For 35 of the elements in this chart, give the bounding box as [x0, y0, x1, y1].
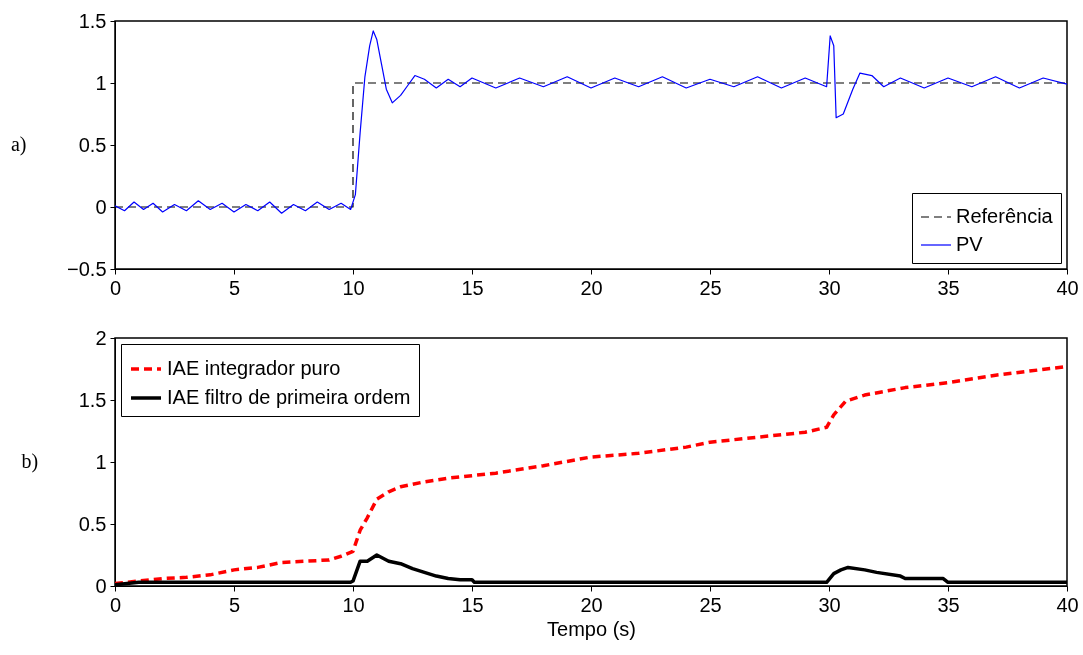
x-tick-label: 10: [342, 593, 365, 616]
y-tick-label: 0: [95, 195, 107, 218]
y-tick-label: 2: [95, 326, 107, 349]
legend-label: PV: [956, 233, 984, 255]
x-tick-label: 20: [580, 276, 603, 299]
x-tick-label: 40: [1056, 593, 1079, 616]
x-tick-label: 20: [580, 593, 603, 616]
y-tick-label: 1: [95, 71, 107, 94]
x-tick-label: 35: [937, 276, 960, 299]
y-tick-label: −0.5: [67, 257, 107, 280]
x-tick-label: 0: [109, 276, 122, 299]
legend-label: IAE integrador puro: [167, 357, 341, 379]
x-tick-label: 30: [818, 276, 841, 299]
x-tick-label: 5: [228, 276, 241, 299]
x-tick-label: 0: [109, 593, 122, 616]
x-axis-title: Tempo (s): [547, 617, 636, 640]
x-tick-label: 15: [461, 593, 484, 616]
y-tick-label: 0.5: [78, 133, 107, 156]
legend-label: Referência: [956, 205, 1054, 227]
x-tick-label: 15: [461, 276, 484, 299]
x-tick-label: 5: [228, 593, 241, 616]
legend-label: IAE filtro de primeira ordem: [167, 386, 411, 408]
y-tick-label: 1: [95, 450, 107, 473]
x-tick-label: 35: [937, 593, 960, 616]
x-tick-label: 25: [699, 593, 722, 616]
y-tick-label: 0: [95, 574, 107, 597]
text: a): [10, 133, 27, 156]
text: b): [21, 450, 39, 473]
y-tick-label: 1.5: [78, 9, 107, 32]
y-tick-label: 1.5: [78, 388, 107, 411]
x-tick-label: 30: [818, 593, 841, 616]
x-tick-label: 10: [342, 276, 365, 299]
x-tick-label: 25: [699, 276, 722, 299]
y-tick-label: 0.5: [78, 512, 107, 535]
x-tick-label: 40: [1056, 276, 1079, 299]
